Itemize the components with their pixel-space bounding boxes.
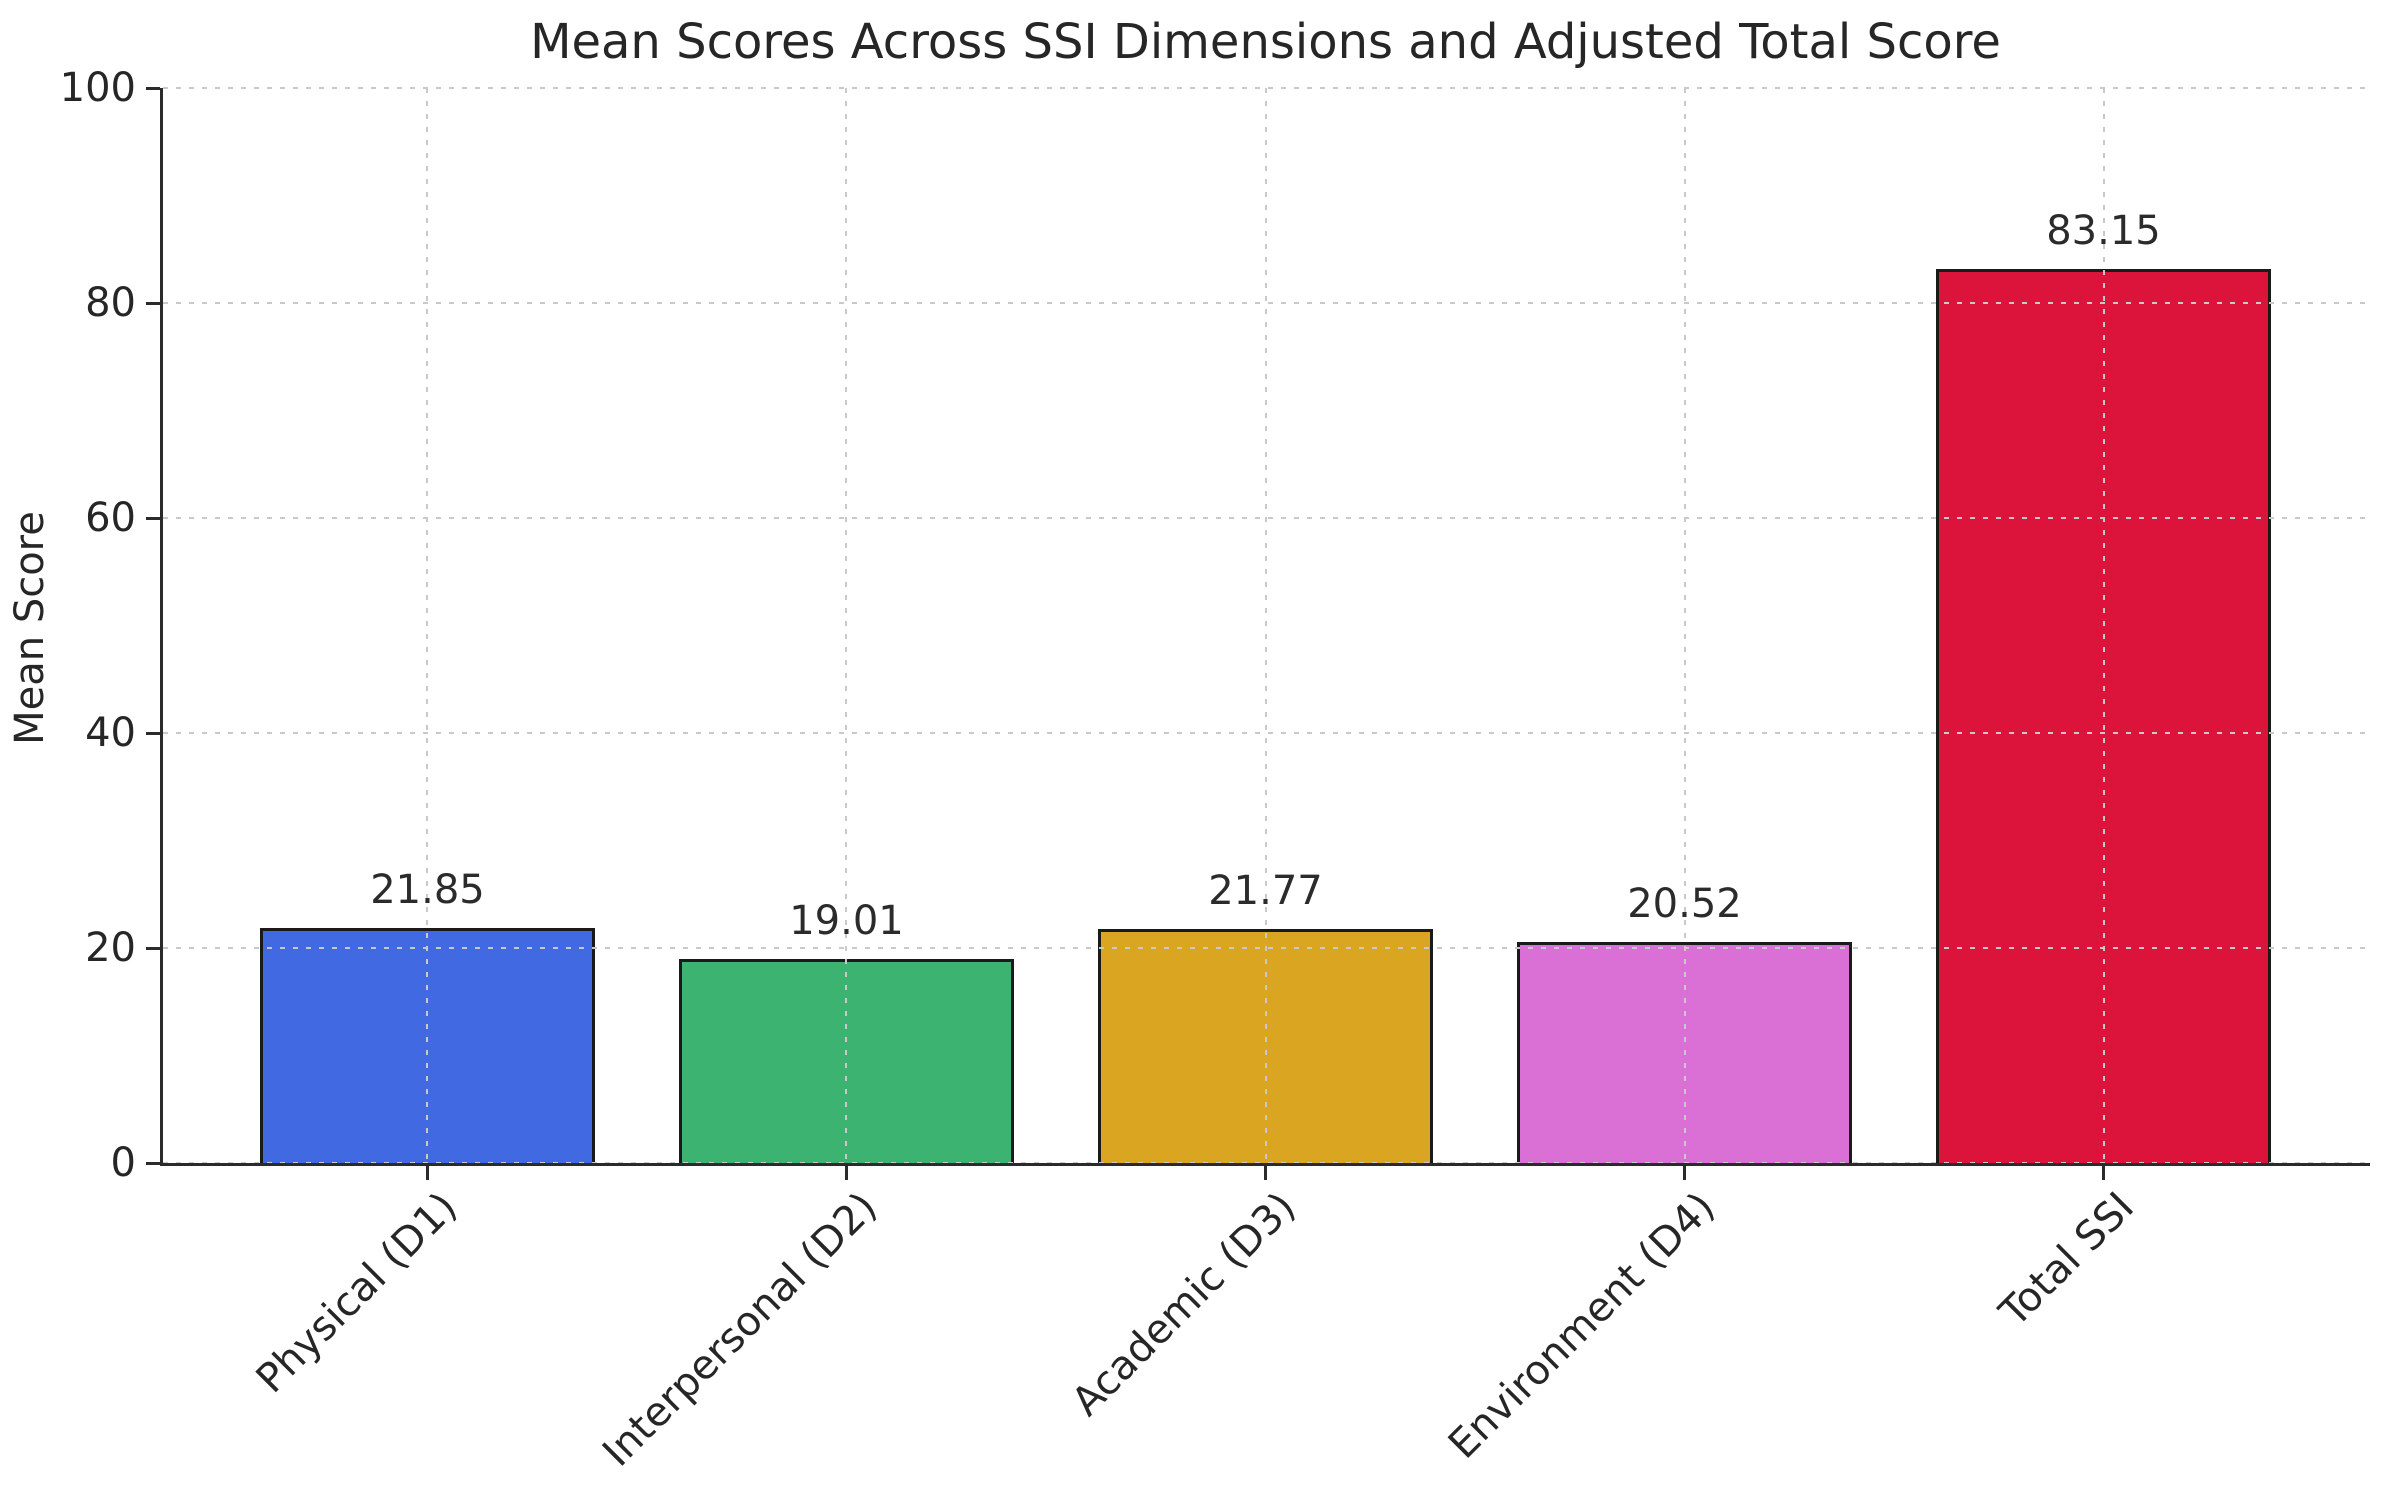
x-tick-mark bbox=[1683, 1166, 1686, 1180]
y-tick-mark bbox=[146, 1161, 160, 1165]
v-gridline bbox=[2103, 88, 2105, 1163]
x-axis-spine bbox=[160, 1163, 2370, 1166]
x-tick-label-physical-d1: Physical (D1) bbox=[247, 1183, 467, 1403]
x-tick-mark bbox=[1264, 1166, 1267, 1180]
y-axis-label: Mean Score bbox=[7, 511, 53, 745]
y-tick-mark bbox=[146, 301, 160, 305]
v-gridline bbox=[1265, 88, 1267, 1163]
y-tick-label: 0 bbox=[110, 1140, 136, 1186]
x-tick-label-interpersonal-d2: Interpersonal (D2) bbox=[593, 1183, 886, 1476]
bar-value-label: 21.77 bbox=[1208, 868, 1323, 914]
x-tick-label-total-ssi: Total SSI bbox=[1991, 1183, 2144, 1336]
v-gridline bbox=[1684, 88, 1686, 1163]
x-tick-label-environment-d4: Environment (D4) bbox=[1439, 1183, 1724, 1468]
chart-title: Mean Scores Across SSI Dimensions and Ad… bbox=[530, 14, 2001, 70]
x-tick-label-academic-d3: Academic (D3) bbox=[1063, 1183, 1305, 1426]
bar-value-label: 83.15 bbox=[2046, 208, 2161, 254]
v-gridline bbox=[845, 88, 847, 1163]
x-tick-mark bbox=[2102, 1166, 2105, 1180]
bar-value-label: 19.01 bbox=[789, 898, 904, 944]
y-tick-mark bbox=[146, 516, 160, 520]
y-tick-label: 100 bbox=[59, 65, 136, 111]
x-tick-mark bbox=[426, 1166, 429, 1180]
bar-value-label: 21.85 bbox=[370, 867, 485, 913]
y-tick-label: 80 bbox=[85, 280, 136, 326]
y-tick-mark bbox=[146, 86, 160, 90]
x-tick-mark bbox=[845, 1166, 848, 1180]
y-tick-mark bbox=[146, 946, 160, 950]
bar-value-label: 20.52 bbox=[1627, 881, 1742, 927]
v-gridline bbox=[426, 88, 428, 1163]
y-tick-mark bbox=[146, 731, 160, 735]
y-tick-label: 60 bbox=[85, 495, 136, 541]
y-axis-spine bbox=[160, 88, 163, 1166]
y-tick-label: 40 bbox=[85, 710, 136, 756]
y-tick-label: 20 bbox=[85, 925, 136, 971]
